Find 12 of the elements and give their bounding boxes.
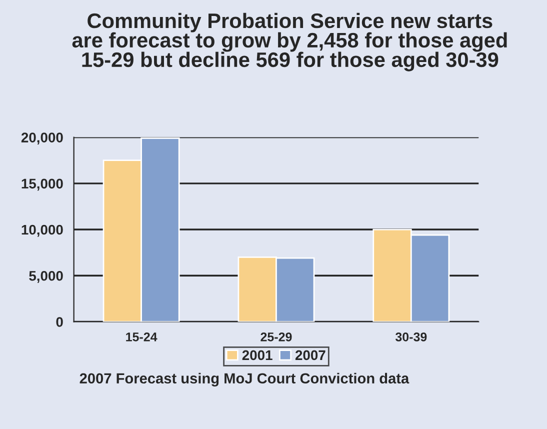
legend-label: 2001 (242, 350, 272, 360)
y-tick-label: 10,000 (22, 224, 63, 237)
x-tick-label: 30-39 (395, 332, 427, 342)
x-tick-label: 15-24 (126, 332, 158, 342)
x-tick-label: 25-29 (260, 332, 292, 342)
chart-title: Community Probation Service new starts are forecast to grow by 2,458 for those aged 15-29 but decline 569 for those aged 30-39 (72, 12, 507, 72)
legend-label: 2007 (295, 350, 326, 360)
y-tick-label: 5,000 (29, 270, 63, 283)
y-tick-label: 0 (56, 317, 63, 327)
text: 2007 Forecast using MoJ Court Conviction data (80, 372, 410, 386)
y-tick-label: 15,000 (22, 178, 63, 191)
y-tick-label: 20,000 (21, 132, 63, 144)
